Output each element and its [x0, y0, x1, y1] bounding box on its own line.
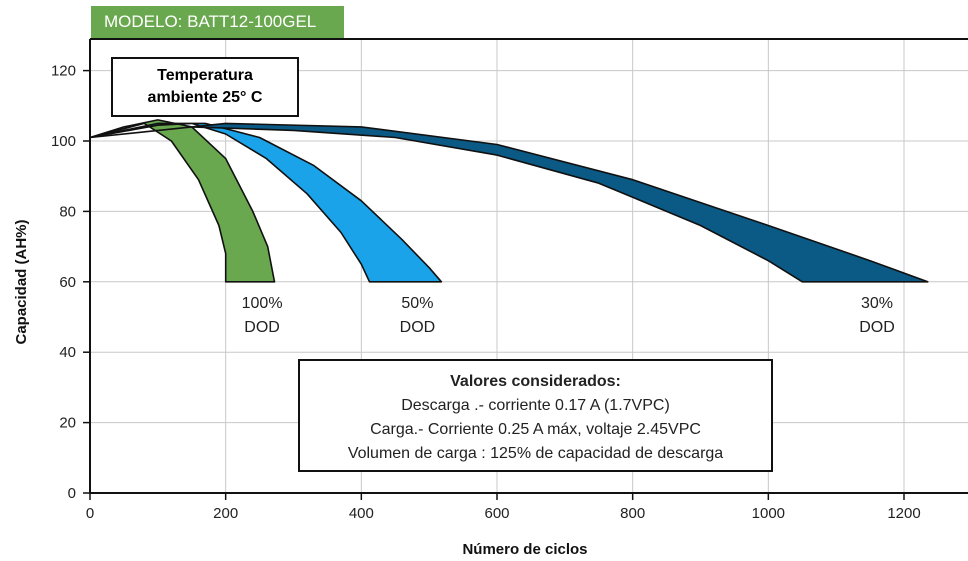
conditions-line-volume: Volumen de carga : 125% de capacidad de …: [347, 445, 724, 462]
series-label-0-top: 100%: [242, 295, 283, 312]
y-tick-label: 20: [59, 415, 76, 432]
temperature-note-box: Temperatura ambiente 25° C: [111, 57, 299, 117]
y-tick-label: 0: [68, 485, 76, 502]
series-label-2-top: 30%: [861, 295, 893, 312]
y-axis-title: Capacidad (AH%): [13, 219, 30, 344]
series-band-2: [89, 122, 929, 283]
x-tick-label: 1000: [752, 505, 785, 522]
tick-labels: 0 200 400 600 800 1000 1200 0 20 40 60 80 100 120: [51, 63, 921, 522]
series-label-2-bottom: DOD: [859, 319, 895, 336]
y-tick-label: 80: [59, 203, 76, 220]
model-tag: MODELO: BATT12-100GEL: [91, 6, 344, 38]
x-tick-label: 800: [620, 505, 645, 522]
x-tick-label: 600: [484, 505, 509, 522]
y-tick-label: 120: [51, 63, 76, 80]
series-band-0: [89, 119, 276, 283]
series-label-1-top: 50%: [401, 295, 433, 312]
x-tick-label: 1200: [887, 505, 920, 522]
conditions-title: Valores considerados:: [450, 373, 621, 390]
axes: [83, 38, 968, 500]
y-tick-label: 40: [59, 344, 76, 361]
x-axis-title: Número de ciclos: [462, 541, 587, 558]
temperature-note-line-2: ambiente 25° C: [147, 89, 263, 106]
temperature-note-line-1: Temperatura: [157, 67, 253, 84]
conditions-line-discharge: Descarga .- corriente 0.17 A (1.7VPC): [401, 397, 670, 414]
series-band-1: [89, 122, 443, 283]
x-tick-label: 400: [349, 505, 374, 522]
series-bands: [89, 119, 929, 283]
y-tick-label: 100: [51, 133, 76, 150]
conditions-line-charge: Carga.- Corriente 0.25 A máx, voltaje 2.…: [370, 421, 701, 438]
series-labels: 100% DOD 50% DOD 30% DOD: [242, 295, 895, 336]
x-tick-label: 200: [213, 505, 238, 522]
conditions-box: Valores considerados: Descarga .- corrie…: [298, 359, 773, 472]
series-label-1-bottom: DOD: [400, 319, 436, 336]
x-tick-label: 0: [86, 505, 94, 522]
y-tick-label: 60: [59, 274, 76, 291]
series-label-0-bottom: DOD: [244, 319, 280, 336]
